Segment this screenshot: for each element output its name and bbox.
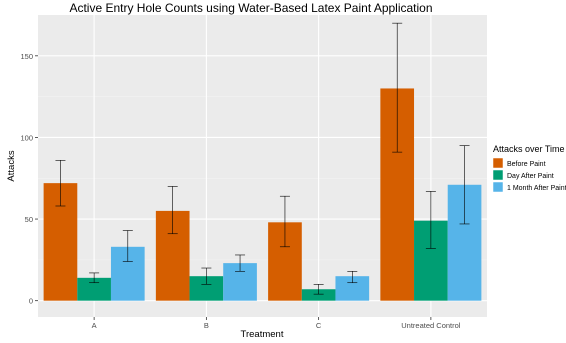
error-bar	[235, 254, 246, 272]
error-bar	[459, 145, 470, 225]
error-bar	[392, 22, 403, 153]
y-tick-label: 100	[20, 133, 33, 142]
x-axis: A B C Untreated Control	[92, 317, 461, 330]
y-axis-label: Attacks	[6, 150, 17, 181]
error-bar	[122, 230, 133, 262]
error-bar	[201, 267, 212, 285]
legend-label: Day After Paint	[507, 173, 554, 180]
legend-label: 1 Month After Paint	[507, 185, 566, 192]
legend-swatch	[492, 181, 504, 193]
error-bar	[279, 195, 290, 248]
y-tick-label: 50	[25, 215, 33, 224]
error-bar	[167, 186, 178, 235]
x-tick-label: Untreated Control	[401, 321, 461, 330]
legend-title: Attacks over Time	[493, 144, 565, 154]
legend-swatch	[492, 157, 504, 169]
legend-swatch	[492, 169, 504, 181]
error-bar	[347, 270, 358, 284]
legend-label: Before Paint	[507, 161, 546, 168]
y-axis: 0 50 100 150	[20, 52, 38, 306]
bars-layer	[43, 88, 482, 301]
error-bar	[313, 284, 324, 295]
x-tick-label: A	[92, 321, 97, 330]
error-bars-layer	[55, 22, 470, 295]
legend: Attacks over Time Before Paint Day After …	[492, 144, 566, 193]
bar	[301, 289, 336, 301]
error-bar	[425, 191, 436, 249]
x-tick-label: C	[316, 321, 322, 330]
bar	[77, 277, 111, 301]
x-axis-label: Treatment	[241, 329, 284, 340]
x-tick-label: B	[204, 321, 209, 330]
error-bar	[89, 272, 100, 284]
y-tick-label: 150	[20, 52, 33, 61]
y-tick-label: 0	[29, 297, 33, 306]
chart-title: Active Entry Hole Counts using Water-Bas…	[69, 1, 432, 15]
error-bar	[55, 159, 66, 207]
